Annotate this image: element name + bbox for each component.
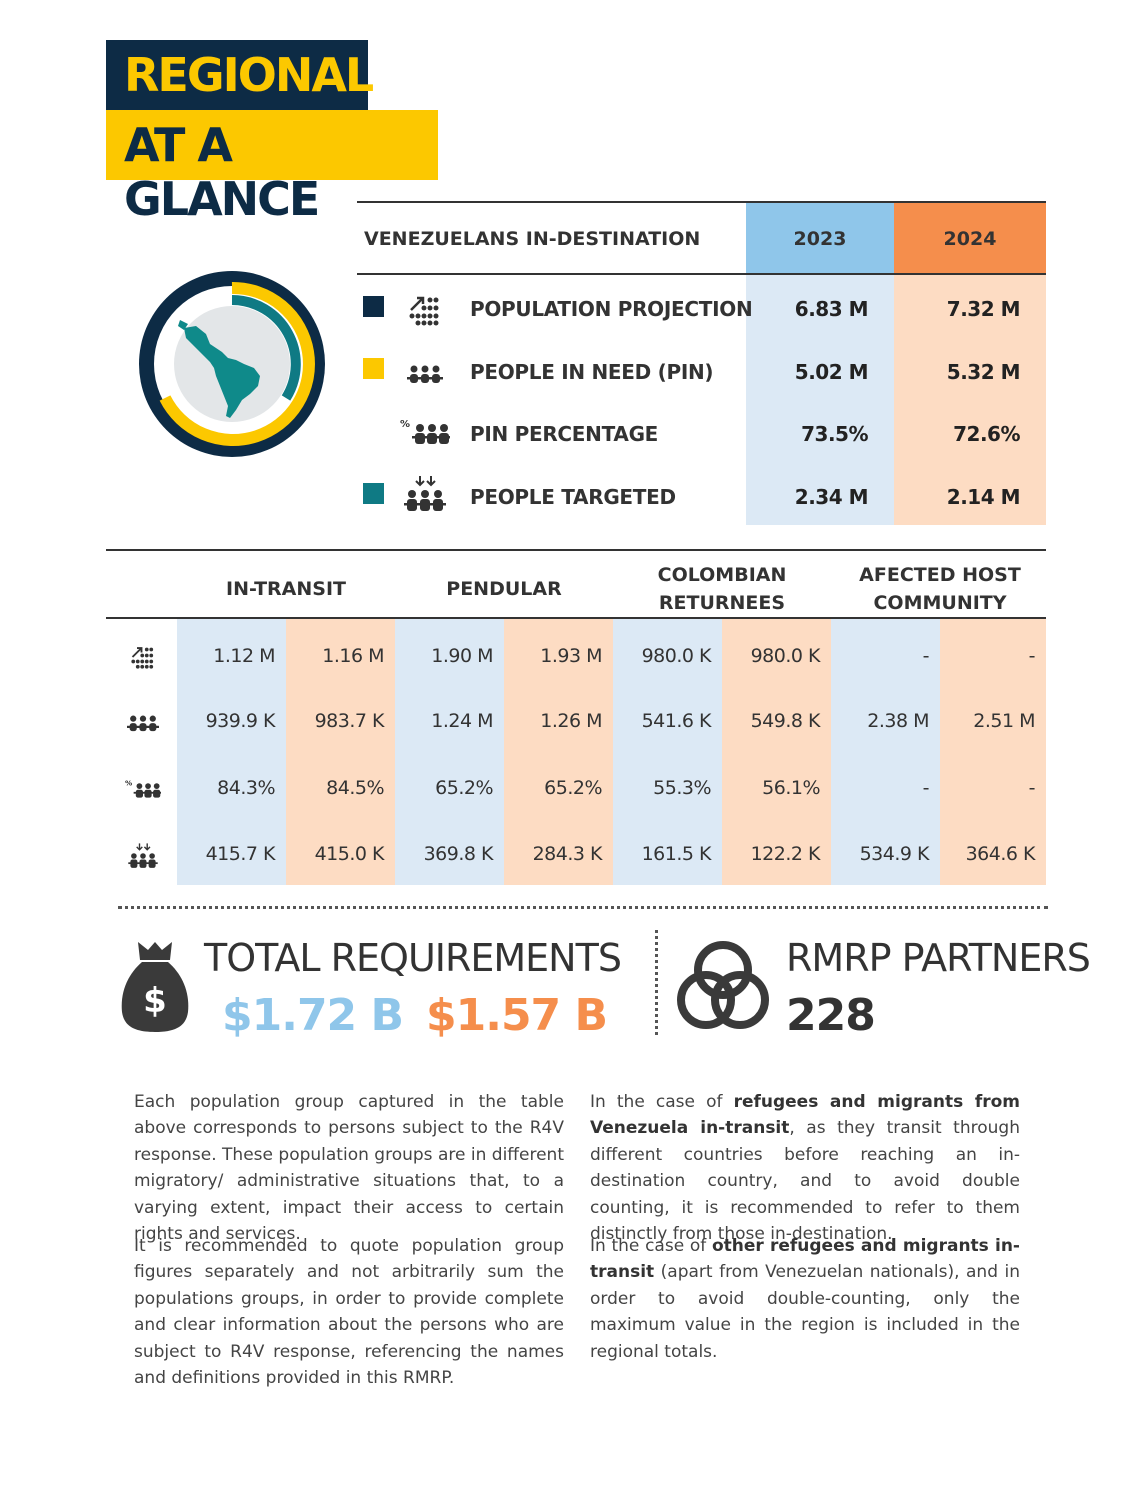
table-cell: 1.90 M: [431, 645, 493, 667]
requirements-2023: $1.72 B: [222, 990, 404, 1041]
requirements-2024: $1.57 B: [426, 990, 608, 1041]
table-cell: 2.38 M: [867, 710, 929, 732]
population-projection-icon: [409, 296, 439, 326]
svg-text:%: %: [400, 419, 410, 430]
table-cell: 2.51 M: [973, 710, 1035, 732]
paragraph-3: In the case of refugees and migrants fro…: [590, 1092, 1020, 1245]
people-in-need-icon: [407, 365, 443, 383]
returnees-2023-column: [613, 619, 722, 885]
table-cell: 1.93 M: [540, 645, 602, 667]
title-box-yellow: AT A GLANCE: [106, 110, 438, 226]
paragraph-2: It is recommended to quote population gr…: [134, 1236, 564, 1389]
table-cell: 983.7 K: [314, 710, 385, 732]
table-cell: 284.3 K: [532, 843, 603, 865]
table-cell: -: [1028, 777, 1036, 799]
table-cell: 415.7 K: [205, 843, 276, 865]
table-cell: 1.24 M: [431, 710, 493, 732]
table-cell: 980.0 K: [750, 645, 821, 667]
group-header-colombian-returnees: COLOMBIAN RETURNEES: [657, 564, 787, 614]
table-cell: 534.9 K: [859, 843, 930, 865]
row-label-people-targeted: PEOPLE TARGETED: [470, 485, 676, 509]
legend-marker-navy: [363, 296, 384, 317]
svg-text:%: %: [125, 778, 132, 787]
row-label-population-projection: POPULATION PROJECTION: [470, 297, 753, 321]
vertical-divider: [655, 930, 658, 1035]
table-cell: 84.5%: [326, 777, 384, 799]
groups-table-top-rule: [106, 549, 1046, 551]
donut-map-graphic: [139, 271, 325, 457]
value-2024-pin-percentage: 72.6%: [953, 422, 1020, 446]
in-destination-header: VENEZUELANS IN-DESTINATION: [364, 228, 701, 250]
table-cell: 541.6 K: [641, 710, 712, 732]
value-2024-population-projection: 7.32 M: [946, 297, 1021, 321]
table-cell: 161.5 K: [641, 843, 712, 865]
table-cell: 65.2%: [544, 777, 602, 799]
table-cell: -: [922, 777, 930, 799]
host-2024-column: [940, 619, 1046, 885]
pendular-2023-column: [395, 619, 504, 885]
paragraph-1: Each population group captured in the ta…: [134, 1092, 564, 1245]
table-cell: 415.0 K: [314, 843, 385, 865]
people-in-need-icon: [127, 715, 159, 732]
group-header-host-community: AFECTED HOST COMMUNITY: [859, 564, 1021, 614]
table-cell: 549.8 K: [750, 710, 821, 732]
table-cell: 939.9 K: [205, 710, 276, 732]
pin-percentage-icon: %: [125, 778, 161, 798]
title-line1: REGIONAL: [124, 48, 374, 102]
table-cell: 65.2%: [435, 777, 493, 799]
year-2023-header: 2023: [793, 228, 847, 250]
group-header-pendular: PENDULAR: [446, 578, 562, 600]
title-line2: AT A GLANCE: [124, 118, 320, 226]
people-targeted-icon: [128, 843, 158, 868]
section-divider: [118, 906, 1048, 909]
groups-table-header-rule: [106, 617, 1046, 619]
group-header-in-transit: IN-TRANSIT: [226, 578, 346, 600]
total-requirements-label: TOTAL REQUIREMENTS: [204, 936, 622, 980]
partners-circles-icon: [677, 941, 769, 1029]
in-transit-2024-column: [286, 619, 395, 885]
table-cell: 980.0 K: [641, 645, 712, 667]
returnees-2024-column: [722, 619, 831, 885]
table-header-rule: [357, 273, 1046, 275]
table-top-rule: [357, 201, 1046, 203]
table-cell: 1.26 M: [540, 710, 602, 732]
svg-text:$: $: [143, 981, 167, 1021]
table-cell: -: [1028, 645, 1036, 667]
people-targeted-icon: [404, 476, 446, 511]
table-cell: 56.1%: [762, 777, 820, 799]
title-box-navy: REGIONAL: [106, 40, 374, 110]
pendular-2024-column: [504, 619, 613, 885]
table-cell: 122.2 K: [750, 843, 821, 865]
population-projection-icon: [131, 647, 154, 669]
table-cell: 84.3%: [217, 777, 275, 799]
rmrp-partners-count: 228: [786, 990, 876, 1041]
legend-marker-teal: [363, 483, 384, 504]
row-label-pin-percentage: PIN PERCENTAGE: [470, 422, 659, 446]
column-2024-background: [894, 203, 1046, 525]
table-cell: -: [922, 645, 930, 667]
money-bag-icon: $: [121, 942, 189, 1032]
pin-percentage-icon: %: [400, 419, 450, 444]
year-2024-header: 2024: [943, 228, 997, 250]
column-2023-background: [746, 203, 894, 525]
row-label-people-in-need: PEOPLE IN NEED (PIN): [470, 360, 714, 384]
paragraph-4: In the case of other refugees and migran…: [590, 1236, 1020, 1362]
in-transit-2023-column: [177, 619, 286, 885]
table-cell: 369.8 K: [423, 843, 494, 865]
table-cell: 55.3%: [653, 777, 711, 799]
table-cell: 1.12 M: [213, 645, 275, 667]
value-2024-people-targeted: 2.14 M: [946, 485, 1021, 509]
table-cell: 364.6 K: [965, 843, 1036, 865]
value-2024-people-in-need: 5.32 M: [946, 360, 1021, 384]
legend-marker-yellow: [363, 358, 384, 379]
value-2023-population-projection: 6.83 M: [794, 297, 869, 321]
rmrp-partners-label: RMRP PARTNERS: [786, 936, 1091, 980]
table-cell: 1.16 M: [322, 645, 384, 667]
value-2023-pin-percentage: 73.5%: [801, 422, 868, 446]
host-2023-column: [831, 619, 940, 885]
value-2023-people-targeted: 2.34 M: [794, 485, 869, 509]
value-2023-people-in-need: 5.02 M: [794, 360, 869, 384]
